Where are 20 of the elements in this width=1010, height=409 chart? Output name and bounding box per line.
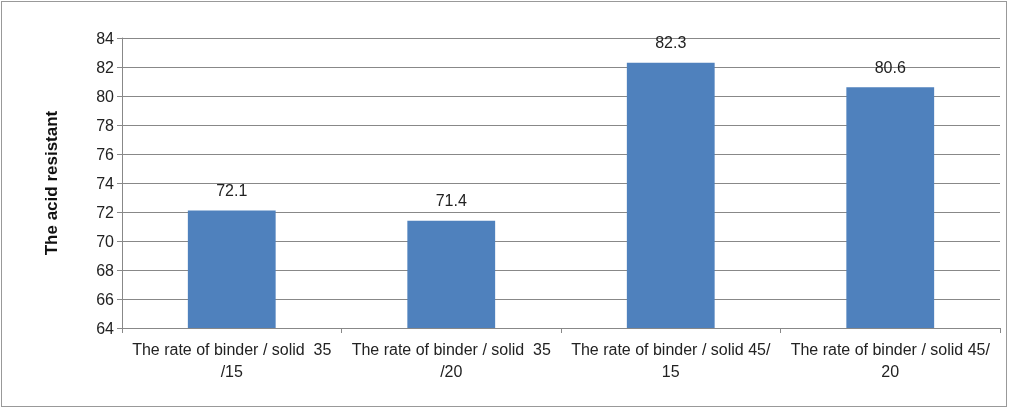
data-label: 80.6 [874, 58, 906, 76]
y-tick-label: 66 [96, 290, 115, 308]
y-tick-label: 80 [96, 87, 115, 105]
y-tick-label: 64 [96, 319, 115, 337]
x-tick-label: The rate of binder / solid 45/20 [790, 340, 991, 380]
x-tick-label: The rate of binder / solid 45/15 [571, 340, 771, 380]
y-tick-label: 74 [96, 174, 115, 192]
y-tick-label: 76 [96, 145, 115, 163]
x-tick-label: The rate of binder / solid 35/15 [132, 340, 332, 380]
y-tick-label: 72 [96, 203, 115, 221]
y-tick-label: 68 [96, 261, 115, 279]
data-label: 71.4 [435, 192, 467, 210]
y-tick-label: 78 [96, 116, 115, 134]
y-tick-label: 84 [96, 29, 115, 47]
y-tick-label: 82 [96, 58, 115, 76]
x-tick-label: The rate of binder / solid 35/20 [351, 340, 551, 380]
data-label: 72.1 [216, 182, 248, 200]
y-axis-title: The acid resistant [42, 110, 61, 256]
y-tick-label: 70 [96, 232, 115, 250]
data-label: 82.3 [655, 34, 687, 52]
